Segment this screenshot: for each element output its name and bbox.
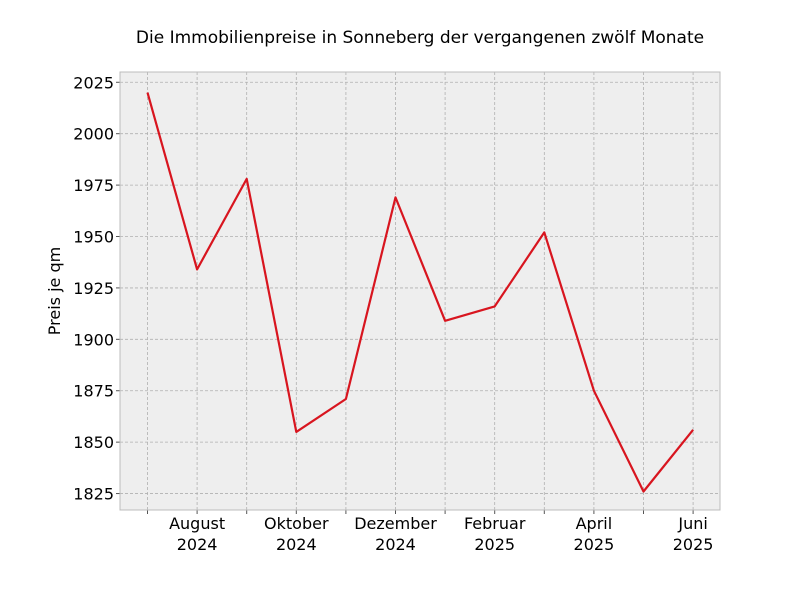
y-tick-label: 1875	[73, 382, 114, 401]
grid	[120, 72, 720, 510]
y-tick-label: 1925	[73, 279, 114, 298]
x-tick-label-year: 2025	[673, 535, 714, 554]
series-line	[146, 92, 694, 493]
series-layer	[146, 92, 694, 493]
x-tick-label-month: April	[576, 514, 613, 533]
x-tick-label-month: Februar	[464, 514, 526, 533]
x-tick-label-year: 2024	[276, 535, 317, 554]
x-tick-label-year: 2024	[375, 535, 416, 554]
x-tick-label-month: Juni	[677, 514, 707, 533]
x-tick-label-year: 2024	[177, 535, 218, 554]
chart-title: Die Immobilienpreise in Sonneberg der ve…	[136, 28, 704, 48]
y-tick-label: 1825	[73, 485, 114, 504]
y-tick-label: 1975	[73, 176, 114, 195]
y-axis-label: Preis je qm	[45, 247, 64, 335]
plot-frame	[119, 71, 721, 511]
x-tick-label-month: August	[169, 514, 225, 533]
y-tick-label: 2025	[73, 73, 114, 92]
x-tick-label-year: 2025	[574, 535, 615, 554]
y-tick-label: 1850	[73, 433, 114, 452]
y-axis: 1825 1850 1875 1900 1925 1950 1975 2000 2025	[73, 73, 120, 504]
x-axis: August 2024 Oktober 2024 Dezember 2024 Februar…	[147, 510, 714, 554]
y-tick-label: 1950	[73, 228, 114, 247]
x-tick-label-year: 2025	[474, 535, 515, 554]
y-tick-label: 1900	[73, 330, 114, 349]
y-tick-label: 2000	[73, 125, 114, 144]
x-tick-label-month: Oktober	[264, 514, 329, 533]
x-tick-label-month: Dezember	[354, 514, 437, 533]
plot-area	[120, 72, 720, 510]
